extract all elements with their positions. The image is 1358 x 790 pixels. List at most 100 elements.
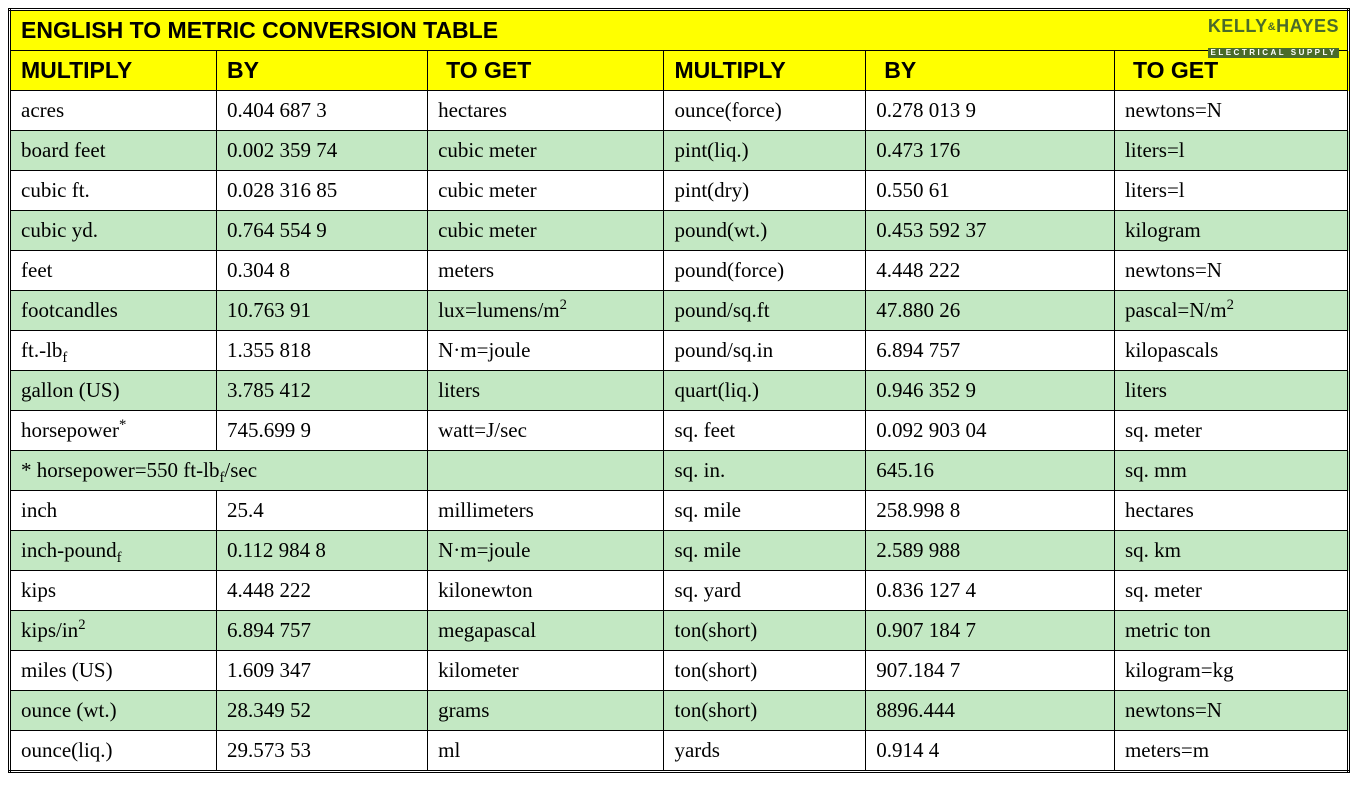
logo-line1: KELLY&HAYES — [1208, 16, 1339, 36]
cell: hectares — [1114, 491, 1348, 531]
cell: sq. meter — [1114, 411, 1348, 451]
table-title-cell: ENGLISH TO METRIC CONVERSION TABLE KELLY… — [10, 10, 1349, 51]
cell: pascal=N/m2 — [1114, 291, 1348, 331]
cell: kilogram — [1114, 211, 1348, 251]
cell: kilonewton — [428, 571, 664, 611]
cell: 907.184 7 — [866, 651, 1115, 691]
cell: sq. in. — [664, 451, 866, 491]
cell: hectares — [428, 91, 664, 131]
table-row: miles (US)1.609 347kilometerton(short)90… — [10, 651, 1349, 691]
cell: liters=l — [1114, 131, 1348, 171]
cell: 0.112 984 8 — [216, 531, 427, 571]
cell: 0.764 554 9 — [216, 211, 427, 251]
conversion-table: ENGLISH TO METRIC CONVERSION TABLE KELLY… — [8, 8, 1350, 773]
cell: 8896.444 — [866, 691, 1115, 731]
table-row: cubic yd.0.764 554 9cubic meterpound(wt.… — [10, 211, 1349, 251]
cell: cubic meter — [428, 131, 664, 171]
cell: footcandles — [10, 291, 217, 331]
table-title: ENGLISH TO METRIC CONVERSION TABLE — [21, 17, 498, 43]
cell: 0.473 176 — [866, 131, 1115, 171]
cell: millimeters — [428, 491, 664, 531]
cell: ml — [428, 731, 664, 772]
cell: meters=m — [1114, 731, 1348, 772]
cell: pint(liq.) — [664, 131, 866, 171]
cell: quart(liq.) — [664, 371, 866, 411]
table-body: acres0.404 687 3hectaresounce(force)0.27… — [10, 91, 1349, 772]
cell: inch — [10, 491, 217, 531]
cell: 0.028 316 85 — [216, 171, 427, 211]
cell: liters=l — [1114, 171, 1348, 211]
cell: 0.550 61 — [866, 171, 1115, 211]
cell: cubic meter — [428, 171, 664, 211]
header-by-2: BY — [866, 51, 1115, 91]
cell: pound/sq.in — [664, 331, 866, 371]
cell: 4.448 222 — [866, 251, 1115, 291]
cell: 10.763 91 — [216, 291, 427, 331]
cell: megapascal — [428, 611, 664, 651]
cell: 0.404 687 3 — [216, 91, 427, 131]
logo-line2: ELECTRICAL SUPPLY — [1208, 48, 1339, 58]
table-row: inch-poundf0.112 984 8N·m=joulesq. mile2… — [10, 531, 1349, 571]
cell: kips — [10, 571, 217, 611]
cell: 3.785 412 — [216, 371, 427, 411]
cell: kips/in2 — [10, 611, 217, 651]
cell: ton(short) — [664, 691, 866, 731]
cell: 4.448 222 — [216, 571, 427, 611]
cell: cubic ft. — [10, 171, 217, 211]
cell: ounce(force) — [664, 91, 866, 131]
table-row: * horsepower=550 ft-lbf/sec sq. in.645.16… — [10, 451, 1349, 491]
cell: pound/sq.ft — [664, 291, 866, 331]
cell: meters — [428, 251, 664, 291]
cell: sq. meter — [1114, 571, 1348, 611]
cell: kilopascals — [1114, 331, 1348, 371]
cell: horsepower* — [10, 411, 217, 451]
cell: 0.092 903 04 — [866, 411, 1115, 451]
header-multiply-2: MULTIPLY — [664, 51, 866, 91]
cell: 2.589 988 — [866, 531, 1115, 571]
cell: 0.836 127 4 — [866, 571, 1115, 611]
cell: liters — [1114, 371, 1348, 411]
cell: inch-poundf — [10, 531, 217, 571]
header-multiply-1: MULTIPLY — [10, 51, 217, 91]
cell: ton(short) — [664, 651, 866, 691]
header-row: MULTIPLY BY TO GET MULTIPLY BY TO GET — [10, 51, 1349, 91]
cell: sq. yard — [664, 571, 866, 611]
cell: sq. feet — [664, 411, 866, 451]
header-toget-1: TO GET — [428, 51, 664, 91]
cell: pound(force) — [664, 251, 866, 291]
cell: 0.907 184 7 — [866, 611, 1115, 651]
cell: 0.304 8 — [216, 251, 427, 291]
cell: acres — [10, 91, 217, 131]
cell: grams — [428, 691, 664, 731]
logo: KELLY&HAYES ELECTRICAL SUPPLY — [1208, 13, 1339, 59]
cell: 645.16 — [866, 451, 1115, 491]
table-row: ounce(liq.)29.573 53mlyards0.914 4meters… — [10, 731, 1349, 772]
cell: gallon (US) — [10, 371, 217, 411]
table-row: horsepower*745.699 9watt=J/secsq. feet0.… — [10, 411, 1349, 451]
cell: metric ton — [1114, 611, 1348, 651]
table-row: board feet0.002 359 74cubic meterpint(li… — [10, 131, 1349, 171]
cell: yards — [664, 731, 866, 772]
cell: 0.946 352 9 — [866, 371, 1115, 411]
cell: N·m=joule — [428, 331, 664, 371]
title-row: ENGLISH TO METRIC CONVERSION TABLE KELLY… — [10, 10, 1349, 51]
cell: pound(wt.) — [664, 211, 866, 251]
cell: sq. mile — [664, 531, 866, 571]
table-row: kips/in26.894 757megapascalton(short)0.9… — [10, 611, 1349, 651]
table-row: acres0.404 687 3hectaresounce(force)0.27… — [10, 91, 1349, 131]
cell: 6.894 757 — [216, 611, 427, 651]
cell: 29.573 53 — [216, 731, 427, 772]
cell: 745.699 9 — [216, 411, 427, 451]
header-by-1: BY — [216, 51, 427, 91]
footnote-cell: * horsepower=550 ft-lbf/sec — [10, 451, 428, 491]
cell: 47.880 26 — [866, 291, 1115, 331]
cell: ft.-lbf — [10, 331, 217, 371]
table-row: footcandles10.763 91lux=lumens/m2pound/s… — [10, 291, 1349, 331]
table-row: cubic ft.0.028 316 85cubic meterpint(dry… — [10, 171, 1349, 211]
cell: newtons=N — [1114, 91, 1348, 131]
cell: sq. mile — [664, 491, 866, 531]
table-row: kips4.448 222kilonewtonsq. yard0.836 127… — [10, 571, 1349, 611]
table-row: ft.-lbf1.355 818N·m=joulepound/sq.in6.89… — [10, 331, 1349, 371]
cell: pint(dry) — [664, 171, 866, 211]
cell: 6.894 757 — [866, 331, 1115, 371]
